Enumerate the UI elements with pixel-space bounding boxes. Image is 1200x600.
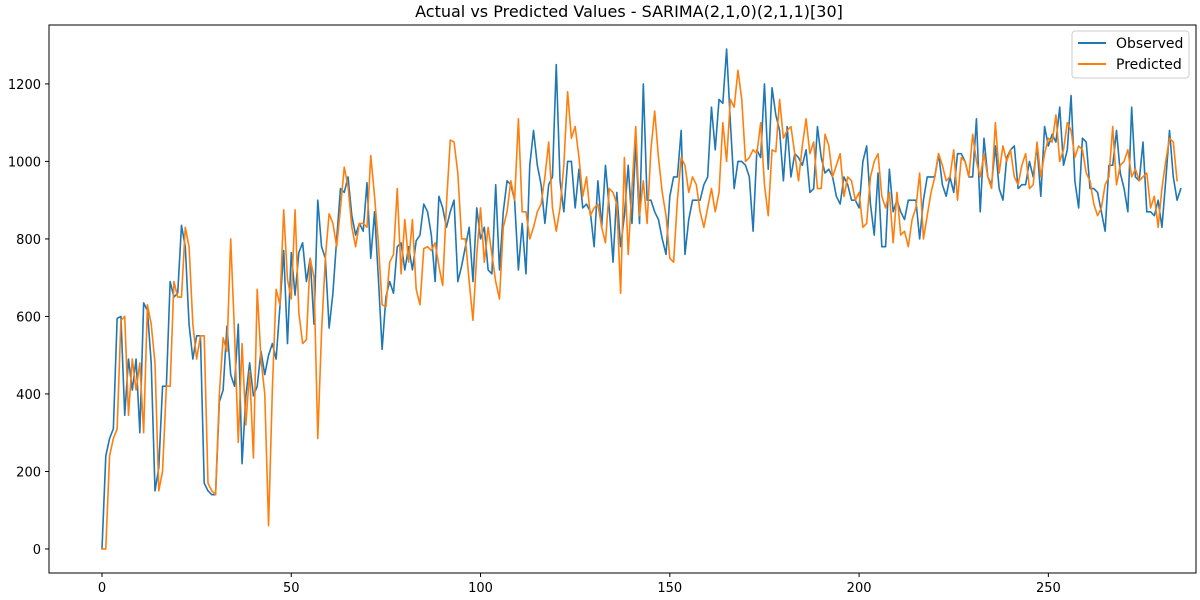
y-tick-label: 600 — [16, 310, 41, 325]
x-tick-label: 250 — [1036, 581, 1061, 596]
series-line-observed — [101, 48, 1182, 550]
legend-label-predicted: Predicted — [1116, 57, 1182, 73]
y-tick-label: 1200 — [8, 78, 41, 93]
legend-label-observed: Observed — [1116, 36, 1183, 52]
chart-title: Actual vs Predicted Values - SARIMA(2,1,… — [415, 2, 843, 21]
y-tick-label: 200 — [16, 465, 41, 480]
x-tick-label: 100 — [468, 581, 493, 596]
y-tick-label: 0 — [33, 543, 41, 558]
y-tick-label: 800 — [16, 233, 41, 248]
x-tick-label: 200 — [847, 581, 872, 596]
axis-layer: 0 50 100 150 200 250 0 200 400 600 800 1000 1200 — [8, 78, 1061, 596]
legend: Observed Predicted — [1071, 30, 1190, 79]
x-tick-label: 150 — [657, 581, 682, 596]
series-layer — [101, 48, 1182, 550]
y-tick-label: 400 — [16, 388, 41, 403]
plot-frame — [48, 24, 1197, 574]
series-line-predicted — [101, 69, 1178, 550]
x-tick-label: 50 — [283, 581, 300, 596]
y-tick-label: 1000 — [8, 155, 41, 170]
x-tick-label: 0 — [98, 581, 106, 596]
